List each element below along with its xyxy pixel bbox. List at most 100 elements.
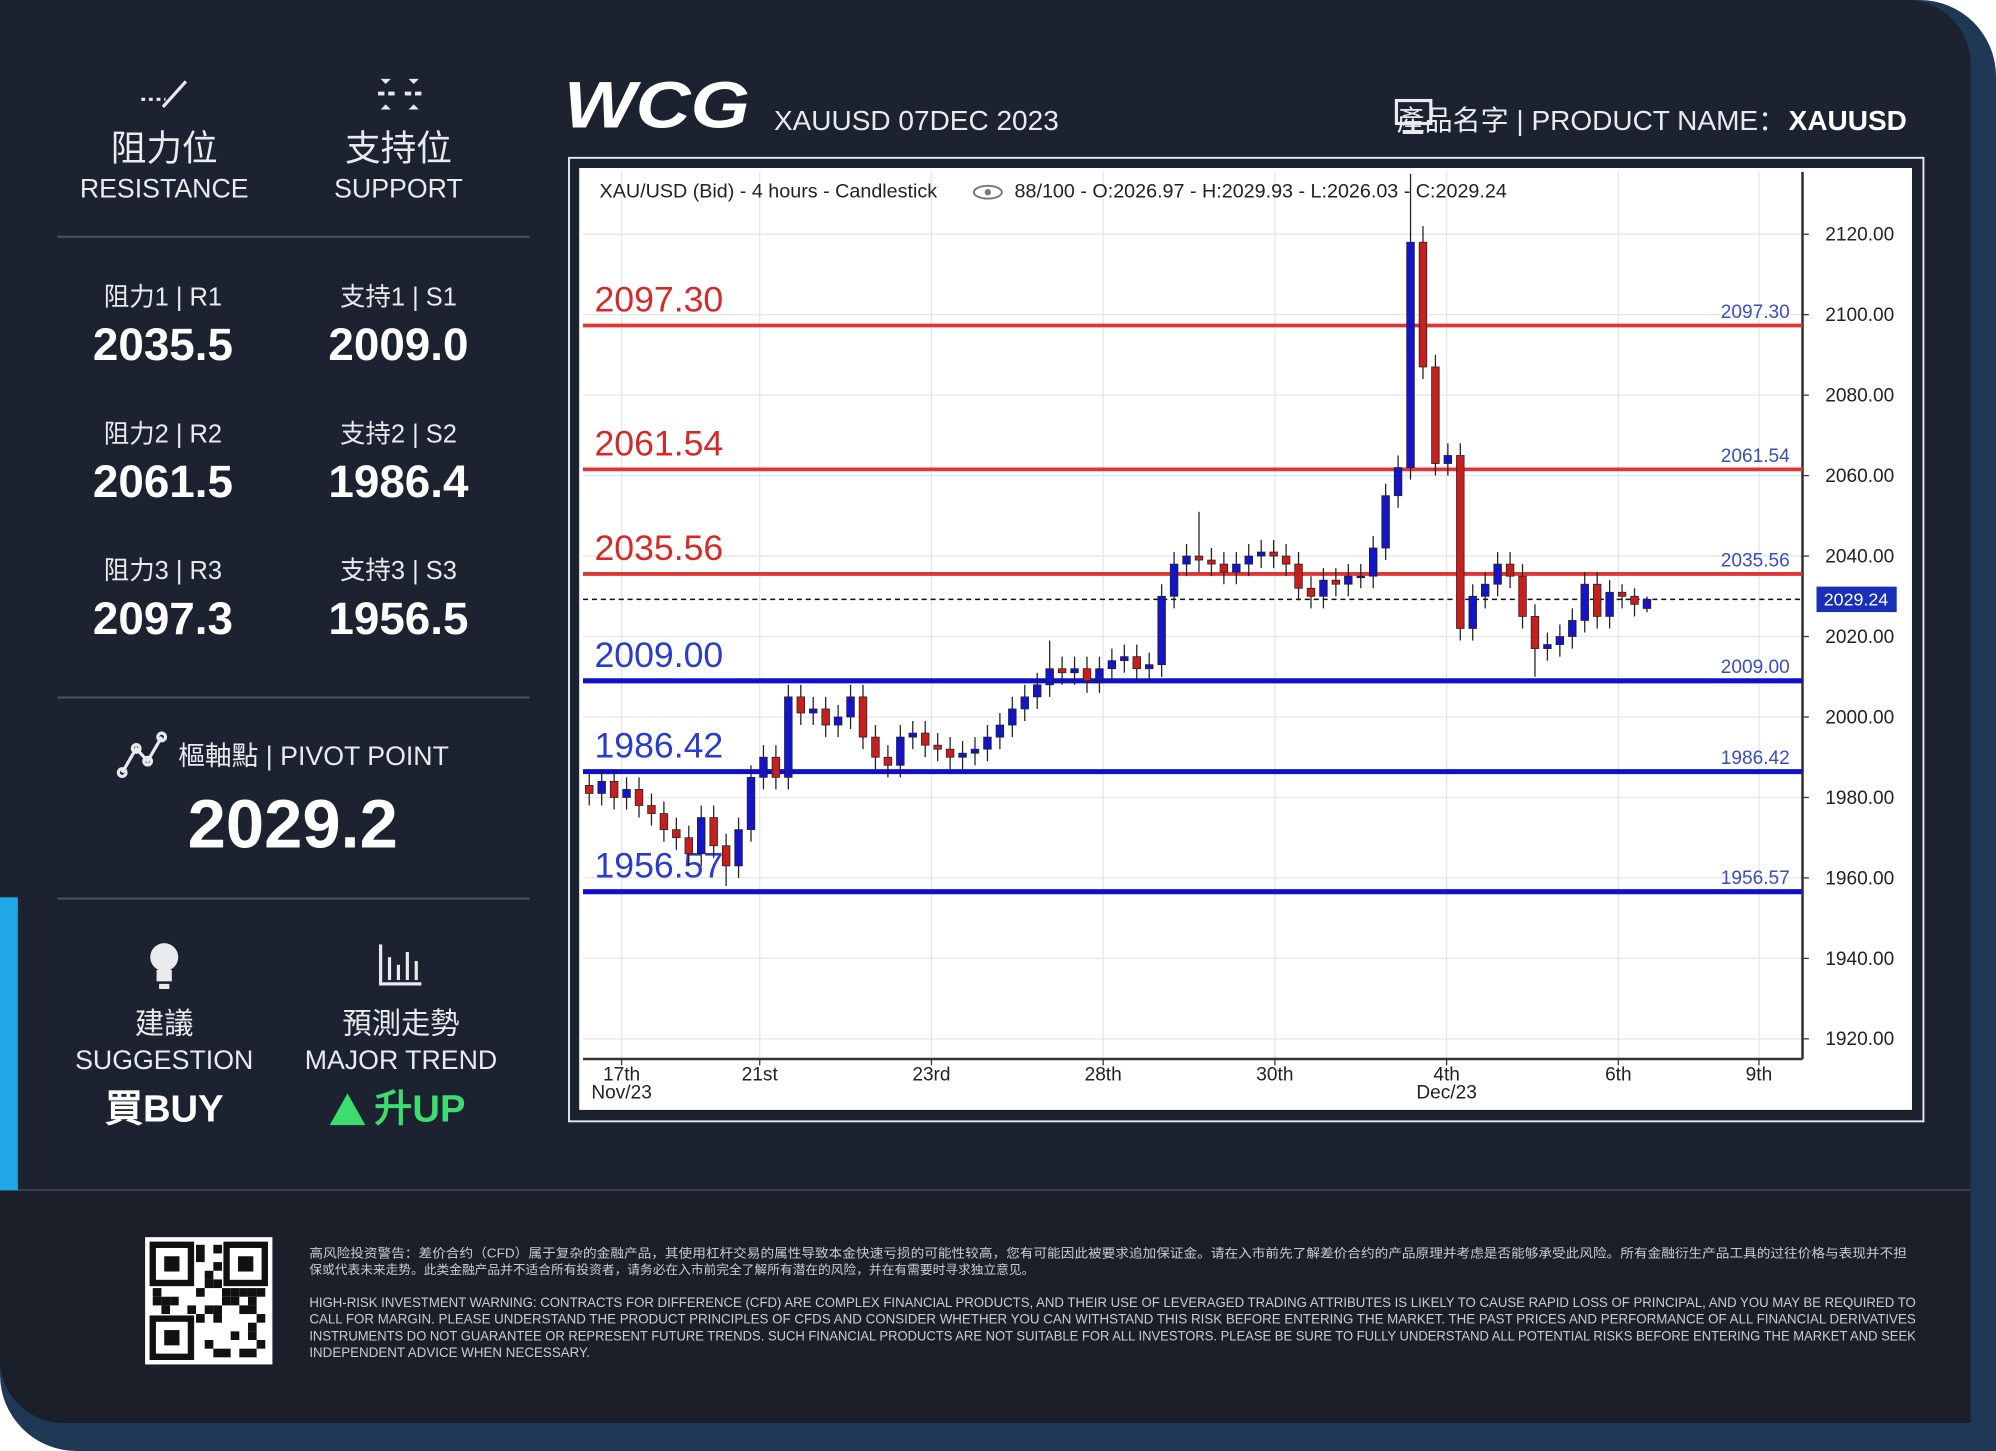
logo: WCG <box>564 68 750 142</box>
qr-cell <box>256 1314 266 1323</box>
subtitle: XAUUSD 07DEC 2023 <box>774 105 1059 136</box>
qr-cell <box>161 1296 171 1306</box>
qr-cell <box>152 1296 162 1306</box>
label: 阻力位 <box>111 128 218 168</box>
qr-cell <box>247 1348 257 1358</box>
product-label: 產品名字 | PRODUCT NAME： <box>1397 105 1786 136</box>
qr-cell <box>196 1244 205 1254</box>
candle-body <box>609 780 619 798</box>
disclaimer-en: INSTRUMENTS DO NOT GUARANTEE OR REPRESEN… <box>309 1328 1916 1343</box>
y-tick-label: 1940.00 <box>1825 949 1894 970</box>
qr-cell <box>213 1305 223 1315</box>
candle-body <box>1418 241 1428 368</box>
candle-body <box>1020 696 1029 710</box>
level-label: 支持3 | S3 <box>340 557 457 585</box>
candle-body <box>809 708 818 714</box>
qr-cell <box>239 1305 248 1315</box>
chart: 1920.00 1940.00 1960.00 1980.00 2000.00 2020.… <box>583 171 1897 1103</box>
candle-body <box>995 724 1005 738</box>
level-label: 阻力1 | R1 <box>104 283 222 311</box>
level-label: 2009.00 <box>594 635 723 675</box>
level-value: 2009.0 <box>328 319 468 370</box>
candle-body <box>1406 241 1415 468</box>
candle-body <box>983 736 992 750</box>
qr-cell <box>213 1314 223 1323</box>
footer-bg <box>0 1190 1971 1423</box>
x-tick-label: 23rd <box>912 1065 950 1086</box>
qr-cell <box>196 1314 205 1323</box>
qr-pattern <box>149 1241 268 1360</box>
candle-body <box>771 756 781 778</box>
y-tick-label: 2120.00 <box>1825 225 1894 246</box>
y-tick-label: 2080.00 <box>1825 385 1894 406</box>
candle-body <box>970 748 980 754</box>
candle-body <box>684 837 693 855</box>
candle-body <box>721 845 731 867</box>
level-value: 2035.5 <box>93 319 233 370</box>
level-tag: 2035.56 <box>1721 550 1790 571</box>
candle-body <box>1033 684 1042 698</box>
qr-cell <box>204 1340 214 1349</box>
candle-body <box>634 789 644 806</box>
candle-body <box>1368 547 1378 577</box>
candle-body <box>746 776 756 831</box>
candle-body <box>1095 668 1104 682</box>
candle-body <box>1381 495 1390 549</box>
label: SUPPORT <box>334 173 463 203</box>
candle-body <box>672 829 681 839</box>
x-tick-sublabel: Dec/23 <box>1416 1082 1476 1103</box>
qr-cell <box>247 1305 257 1315</box>
candle-body <box>821 708 830 726</box>
candle-body <box>1194 555 1204 561</box>
qr-finder <box>164 1256 180 1272</box>
candle-body <box>1182 555 1191 565</box>
label: SUGGESTION <box>75 1045 253 1075</box>
label: 支持位 <box>345 128 452 168</box>
level-value: 1956.5 <box>328 593 468 644</box>
level-label: 2097.30 <box>594 280 723 320</box>
qr-cell <box>256 1340 266 1349</box>
candle-body <box>1630 595 1639 605</box>
disclaimer-zh: 保或代表未来走势。此类金融产品并不适合所有投资者，请务必在入市前完全了解所有潜在… <box>309 1262 1034 1277</box>
candle-body <box>1431 366 1440 464</box>
x-tick-label: 21st <box>742 1065 779 1086</box>
qr-cell <box>222 1288 231 1297</box>
candle-body <box>1518 575 1527 617</box>
level-value: 2097.3 <box>93 593 233 644</box>
candle-body <box>933 744 942 750</box>
qr-finder <box>149 1315 195 1360</box>
candle-body <box>1057 668 1067 674</box>
candle-body <box>1580 583 1589 621</box>
qr-cell <box>247 1322 257 1332</box>
product: XAUUSD <box>1789 105 1907 136</box>
disclaimer: 高风险投资警告：差价合约（CFD）属于复杂的金融产品，其使用杠杆交易的属性导致本… <box>309 1246 1916 1360</box>
level-label: 2035.56 <box>594 528 723 568</box>
candle-body <box>1232 563 1241 573</box>
x-tick-sublabel: Nov/23 <box>591 1082 651 1103</box>
level-value: 2061.5 <box>93 456 233 507</box>
y-tick-label: 1920.00 <box>1825 1029 1894 1050</box>
candle-body <box>1132 656 1141 670</box>
level-tag: 2061.54 <box>1721 446 1790 467</box>
candle-body <box>1493 563 1502 585</box>
qr-cell <box>213 1348 223 1358</box>
bulb-icon <box>150 943 179 989</box>
candle-body <box>1393 467 1403 497</box>
level-label: 2061.54 <box>594 423 723 463</box>
trend-arrow <box>329 1093 366 1126</box>
qr-cell <box>204 1270 214 1280</box>
suggestion: 買BUY <box>105 1087 224 1130</box>
disclaimer-en: CALL FOR MARGIN. PLEASE UNDERSTAND THE P… <box>309 1312 1916 1327</box>
chart-subtitle: 88/100 - O:2026.97 - H:2029.93 - L:2026.… <box>1015 180 1507 202</box>
eye-icon <box>972 184 1003 200</box>
pivot-value: 2029.2 <box>188 786 398 863</box>
trend: 升UP <box>374 1087 465 1130</box>
candle-body <box>871 736 880 758</box>
level-label: 支持1 | S1 <box>340 283 457 311</box>
accent-bar <box>0 897 18 1191</box>
qr-finder <box>149 1241 195 1287</box>
candle-body <box>1543 644 1552 649</box>
trend-icon <box>379 944 422 986</box>
candle-body <box>1605 591 1614 617</box>
